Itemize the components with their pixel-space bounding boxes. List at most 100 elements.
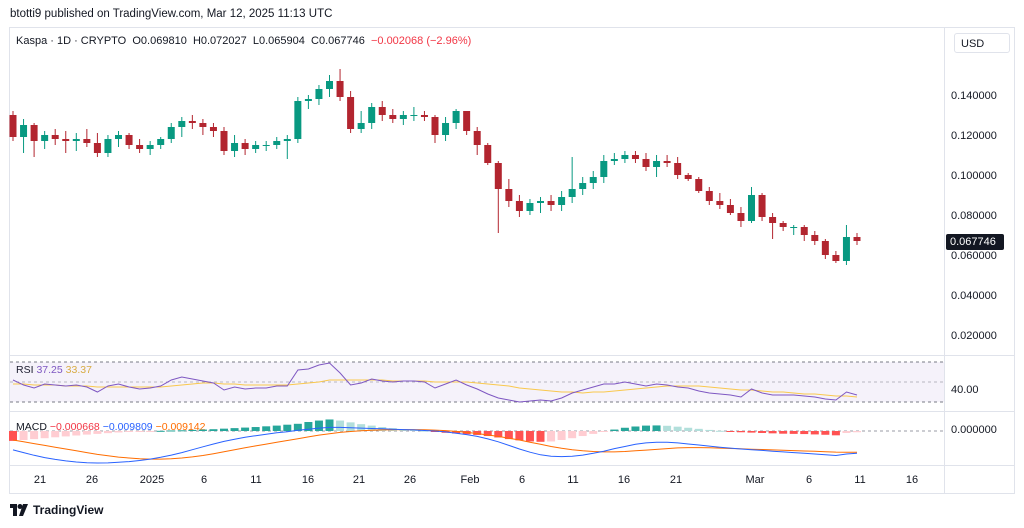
candle-body	[811, 235, 819, 241]
macd-histogram-bar	[72, 431, 81, 436]
macd-histogram-bar	[135, 431, 144, 432]
candle-body	[20, 125, 28, 137]
macd-histogram-bar	[357, 424, 366, 431]
macd-histogram-bar	[420, 430, 429, 432]
candle-body	[558, 197, 566, 205]
macd-histogram-bar	[483, 431, 492, 437]
tradingview-logo[interactable]: TradingView	[10, 503, 103, 517]
macd-histogram-bar	[293, 423, 302, 431]
candle-body	[30, 125, 38, 141]
macd-histogram-bar	[694, 428, 703, 431]
candle-body	[526, 203, 534, 211]
candle-body	[62, 139, 70, 141]
candle-body	[505, 189, 513, 201]
candle-body	[125, 135, 133, 145]
candle-body	[800, 227, 808, 235]
candle-body	[167, 127, 175, 139]
macd-histogram-bar	[705, 429, 714, 431]
candle-body	[853, 237, 861, 241]
candle-body	[378, 107, 386, 115]
candle-body	[695, 179, 703, 191]
macd-histogram-bar	[747, 431, 756, 433]
candle-body	[157, 139, 165, 145]
rsi-axis-tick: 40.00	[951, 384, 979, 396]
candle-body	[821, 241, 829, 255]
macd-histogram-bar	[314, 420, 323, 431]
macd-histogram-bar	[336, 420, 345, 431]
candle-body	[241, 143, 249, 149]
candle-body	[547, 201, 555, 205]
time-axis-tick: 21	[669, 474, 683, 486]
macd-histogram-bar	[589, 431, 598, 434]
macd-label[interactable]: MACD	[16, 421, 47, 433]
macd-hist-value: −0.000668	[49, 421, 100, 433]
candle-body	[758, 195, 766, 217]
symbol-label[interactable]: Kaspa · 1D · CRYPTO	[16, 35, 127, 47]
last-price-label: 0.067746	[946, 234, 1004, 250]
candle-body	[41, 135, 49, 141]
candle-body	[315, 89, 323, 99]
change-value: −0.002068 (−2.96%)	[370, 35, 472, 47]
macd-line	[12, 426, 858, 464]
time-axis-tick: 21	[352, 474, 366, 486]
macd-histogram-bar	[230, 428, 239, 431]
macd-histogram-bar	[726, 431, 735, 432]
candle-body	[51, 135, 59, 139]
macd-histogram-bar	[652, 425, 661, 431]
candle-body	[705, 191, 713, 201]
macd-histogram-bar	[642, 425, 650, 431]
candle-body	[431, 117, 439, 135]
chart-frame	[9, 27, 1015, 494]
macd-histogram-bar	[715, 430, 724, 432]
time-axis-tick: 16	[301, 474, 315, 486]
time-axis-tick: 11	[567, 474, 579, 486]
price-axis-tick: 0.140000	[951, 90, 997, 102]
candle-body	[115, 135, 122, 139]
candle-body	[72, 139, 80, 141]
candle-body	[463, 111, 471, 131]
rsi-label[interactable]: RSI	[16, 364, 34, 376]
macd-histogram-bar	[578, 431, 587, 437]
price-axis-tick: 0.080000	[951, 210, 997, 222]
macd-histogram-bar	[304, 422, 313, 431]
macd-histogram-bar	[220, 428, 228, 431]
candle-body	[663, 161, 671, 163]
candle-body	[748, 195, 755, 221]
candle-body	[326, 81, 333, 89]
macd-histogram-bar	[167, 430, 176, 432]
candle-body	[399, 115, 407, 119]
publish-info: btotti9 published on TradingView.com, Ma…	[10, 8, 333, 20]
macd-histogram-bar	[810, 431, 819, 435]
price-axis-tick: 0.100000	[951, 170, 997, 182]
candle-body	[621, 155, 629, 159]
candle-body	[178, 121, 186, 127]
macd-signal-line	[12, 429, 857, 460]
macd-histogram-bar	[30, 431, 39, 440]
close-value: C0.067746	[311, 35, 365, 47]
candle-body	[779, 223, 787, 227]
macd-pane-separator[interactable]	[9, 411, 1015, 412]
time-axis-separator	[9, 465, 1015, 466]
symbol-legend: Kaspa · 1D · CRYPTO O0.069810 H0.072027 …	[16, 35, 471, 47]
candle-body	[631, 155, 639, 159]
macd-histogram-bar	[262, 426, 271, 431]
macd-histogram-bar	[842, 431, 851, 433]
rsi-line	[12, 362, 858, 403]
currency-selector[interactable]: USD	[954, 33, 1010, 53]
macd-histogram-bar	[620, 427, 629, 431]
candle-body	[716, 201, 724, 205]
macd-histogram-bar	[610, 429, 619, 431]
macd-histogram-bar	[557, 431, 566, 440]
macd-histogram-bar	[93, 431, 102, 434]
time-axis-tick: 11	[854, 474, 866, 486]
candle-body	[579, 183, 587, 189]
macd-histogram-bar	[536, 431, 545, 442]
rsi-legend: RSI 37.25 33.37	[16, 364, 92, 376]
candle-body	[104, 139, 112, 153]
rsi-pane-separator[interactable]	[9, 355, 1015, 356]
candle-body	[537, 201, 544, 203]
candle-body	[252, 145, 260, 149]
macd-histogram-bar	[504, 431, 513, 440]
macd-histogram-bar	[821, 431, 830, 435]
